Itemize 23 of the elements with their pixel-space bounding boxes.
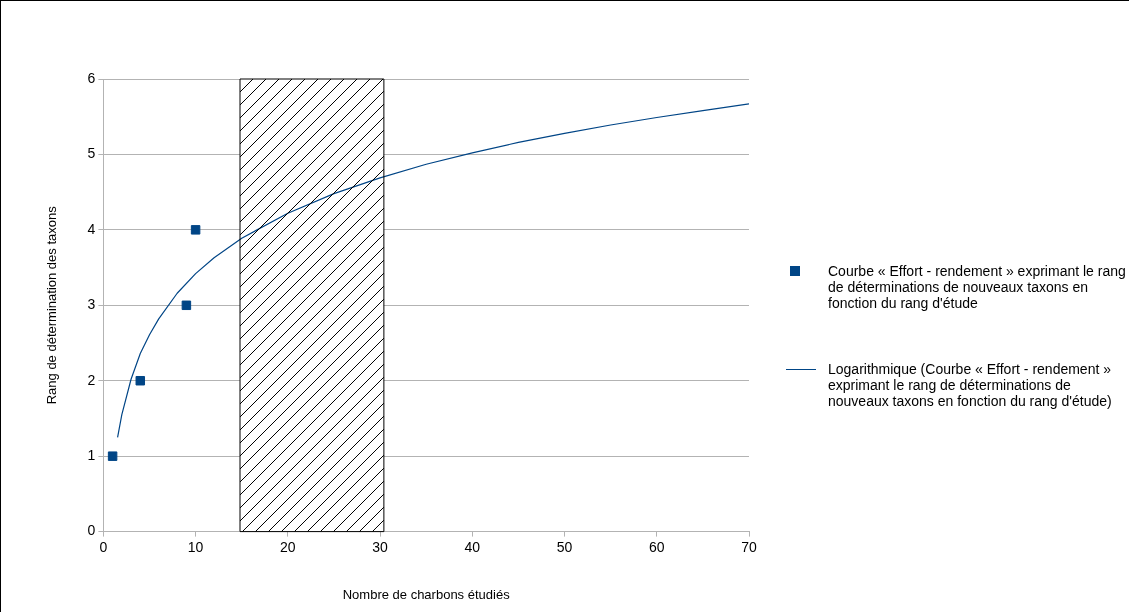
y-tick-label: 4	[87, 220, 96, 237]
x-tick-label: 40	[464, 538, 481, 555]
x-tick-label: 50	[556, 538, 573, 555]
legend-label: Courbe « Effort - rendement » exprimant le rang de déterminations de nouveaux taxons en fonction du rang d'étude	[828, 263, 1126, 311]
x-tick-label: 60	[648, 538, 665, 555]
y-tick-label: 1	[87, 447, 96, 464]
y-tick-label: 6	[87, 69, 96, 86]
y-tick-label: 0	[87, 522, 96, 539]
point	[135, 375, 146, 386]
x-tick-label: 20	[280, 538, 296, 555]
x-tick-label: 30	[372, 538, 389, 555]
point	[190, 225, 201, 235]
x-axis-title: Nombre de charbons étudiés	[342, 586, 511, 602]
y-tick-label: 5	[87, 145, 96, 162]
point	[107, 451, 118, 461]
point	[181, 300, 192, 311]
x-tick-label: 10	[187, 538, 204, 555]
legend-label: Logarithmique (Courbe « Effort - rendement » exprimant le rang de déterminations de nouveaux taxons en fonction du rang d'étude)	[828, 361, 1113, 409]
y-tick-label: 2	[87, 371, 96, 388]
y-axis-title: Rang de détermination des taxons	[44, 205, 60, 405]
y-tick-label: 3	[87, 296, 96, 313]
x-tick-label: 70	[741, 538, 757, 555]
x-tick-label: 0	[99, 538, 108, 555]
